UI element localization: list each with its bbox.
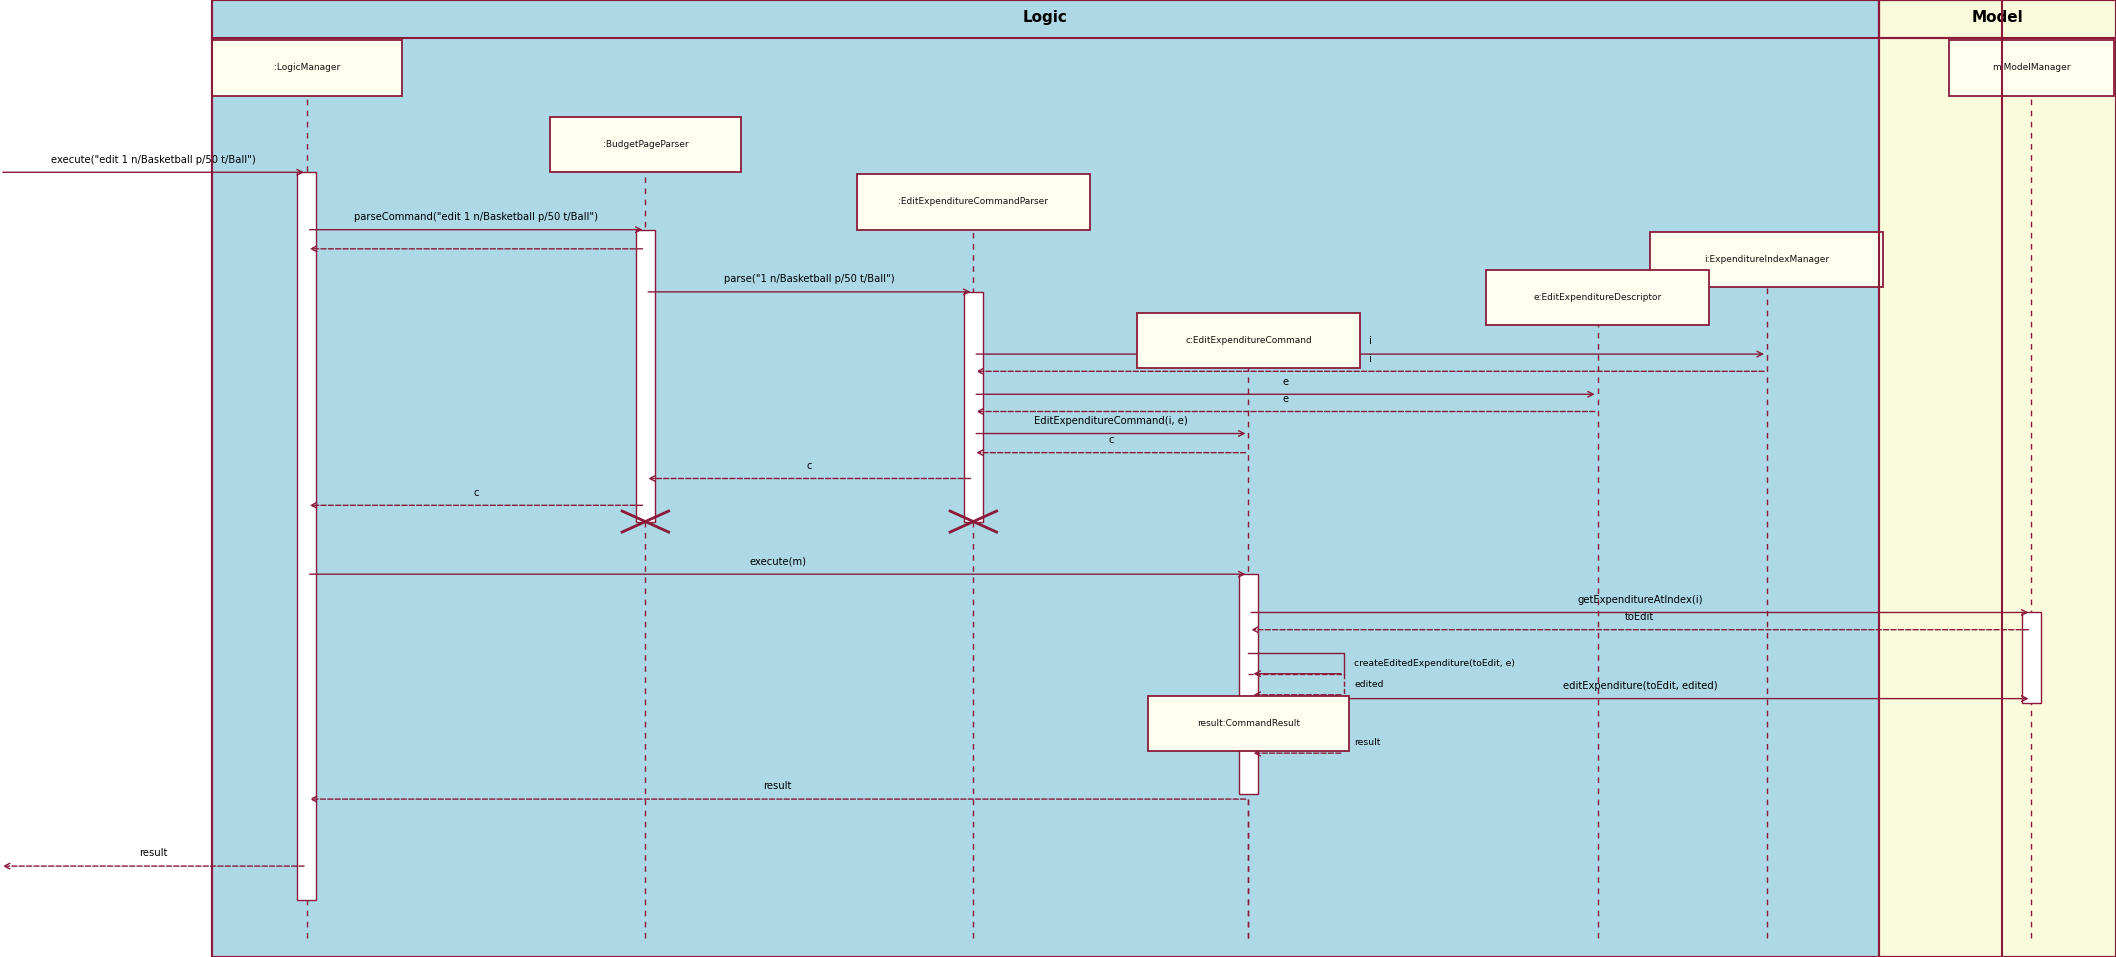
- Bar: [1485, 270, 1710, 325]
- Text: :BudgetPageParser: :BudgetPageParser: [603, 140, 688, 149]
- Text: i: i: [1369, 337, 1371, 346]
- Bar: [1650, 232, 1883, 287]
- Text: getExpenditureAtIndex(i): getExpenditureAtIndex(i): [1576, 595, 1703, 605]
- Bar: [212, 0, 2002, 957]
- Bar: [1879, 0, 2116, 957]
- Text: :LogicManager: :LogicManager: [273, 63, 341, 73]
- Text: parse("1 n/Basketball p/50 t/Ball"): parse("1 n/Basketball p/50 t/Ball"): [724, 275, 895, 284]
- Text: execute("edit 1 n/Basketball p/50 t/Ball"): execute("edit 1 n/Basketball p/50 t/Ball…: [51, 155, 256, 165]
- Text: Logic: Logic: [1022, 10, 1069, 25]
- Text: execute(m): execute(m): [749, 557, 806, 567]
- Bar: [1240, 574, 1259, 794]
- Bar: [0, 0, 212, 957]
- Text: result: result: [140, 849, 167, 858]
- Text: i:ExpenditureIndexManager: i:ExpenditureIndexManager: [1703, 255, 1830, 264]
- Bar: [857, 174, 1090, 230]
- Text: c: c: [1109, 435, 1113, 445]
- Text: EditExpenditureCommand(i, e): EditExpenditureCommand(i, e): [1035, 416, 1187, 426]
- Text: toEdit: toEdit: [1625, 612, 1655, 622]
- Bar: [550, 117, 741, 172]
- Bar: [1949, 40, 2114, 96]
- Text: e: e: [1282, 377, 1289, 387]
- Text: Model: Model: [1972, 10, 2023, 25]
- Text: result:CommandResult: result:CommandResult: [1198, 719, 1299, 728]
- Text: result: result: [1354, 738, 1380, 747]
- Bar: [1149, 696, 1350, 751]
- Text: e:EditExpenditureDescriptor: e:EditExpenditureDescriptor: [1534, 293, 1661, 302]
- Text: c: c: [474, 488, 478, 498]
- Text: c:EditExpenditureCommand: c:EditExpenditureCommand: [1185, 336, 1312, 345]
- Bar: [2023, 612, 2040, 703]
- Text: e: e: [1282, 394, 1289, 404]
- Bar: [1138, 313, 1358, 368]
- Text: result: result: [764, 782, 791, 791]
- Text: parseCommand("edit 1 n/Basketball p/50 t/Ball"): parseCommand("edit 1 n/Basketball p/50 t…: [353, 212, 599, 222]
- Bar: [296, 172, 317, 900]
- Bar: [212, 40, 402, 96]
- Text: c: c: [806, 461, 813, 471]
- Text: editExpenditure(toEdit, edited): editExpenditure(toEdit, edited): [1562, 681, 1718, 691]
- Text: createEditedExpenditure(toEdit, e): createEditedExpenditure(toEdit, e): [1354, 658, 1515, 668]
- Text: m:ModelManager: m:ModelManager: [1991, 63, 2072, 73]
- Bar: [635, 230, 656, 522]
- Bar: [965, 292, 982, 522]
- Text: edited: edited: [1354, 679, 1384, 689]
- Bar: [1879, 0, 2116, 957]
- Bar: [212, 0, 2002, 957]
- Text: :EditExpenditureCommandParser: :EditExpenditureCommandParser: [899, 197, 1047, 207]
- Text: i: i: [1369, 354, 1371, 364]
